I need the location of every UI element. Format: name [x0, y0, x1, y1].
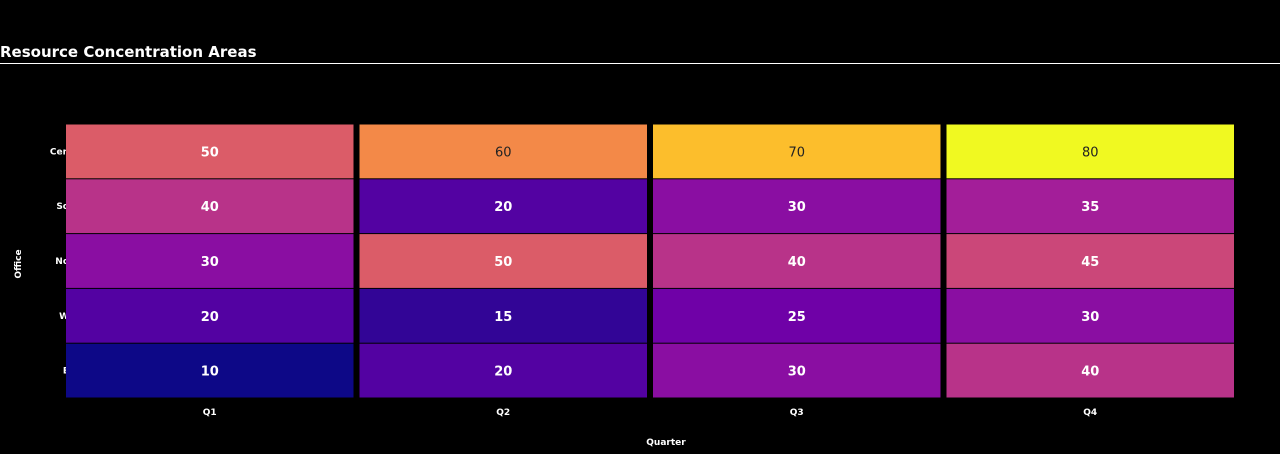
y-tick-label-4: E [63, 367, 69, 377]
cell-value-label-r2-c3: 45 [1081, 255, 1099, 270]
heatmap-cells: 50 60 70 80 40 20 30 35 30 50 40 45 20 15 25 30 10 20 30 40 [66, 124, 1234, 398]
x-tick-label-q4: Q4 [1083, 408, 1097, 418]
y-tick-label-3: W [59, 312, 69, 322]
cell-value-label-r4-c3: 40 [1081, 365, 1099, 380]
cell-value-label-r2-c0: 30 [201, 255, 219, 270]
heatmap-cell-r0-c0 [66, 124, 354, 179]
heatmap-cell-r4-c3 [946, 343, 1234, 398]
heatmap-cell-r2-c3 [946, 234, 1234, 288]
y-axis-ticks: Cen So No W E [50, 147, 69, 376]
x-tick-label-q3: Q3 [790, 408, 804, 418]
heatmap-cell-r1-c3 [946, 179, 1234, 234]
title-divider [0, 63, 1280, 64]
heatmap-cell-r3-c0 [66, 288, 354, 343]
cell-value-label-r0-c0: 50 [201, 145, 219, 160]
heatmap-cell-r2-c2 [653, 234, 941, 288]
y-axis-label: Office [14, 249, 24, 278]
heatmap-cell-r4-c1 [359, 343, 647, 398]
cell-value-label-r1-c1: 20 [494, 200, 512, 215]
heatmap-cell-r3-c3 [946, 288, 1234, 343]
cell-value-label-r4-c0: 10 [201, 365, 219, 380]
y-tick-label-1: So [56, 202, 69, 212]
chart-title: Resource Concentration Areas [0, 43, 257, 61]
cell-value-label-r3-c2: 25 [788, 310, 806, 325]
cell-value-label-r3-c0: 20 [201, 310, 219, 325]
x-axis-label: Quarter [646, 438, 686, 448]
heatmap-cell-r1-c1 [359, 179, 647, 234]
cell-value-label-r0-c3: 80 [1082, 145, 1099, 160]
cell-value-label-r3-c3: 30 [1081, 310, 1099, 325]
cell-value-label-r0-c1: 60 [495, 145, 512, 160]
cell-value-label-r2-c2: 40 [788, 255, 806, 270]
heatmap-cell-r0-c2 [653, 124, 941, 179]
heatmap-cell-r0-c1 [359, 124, 647, 179]
y-tick-label-0: Cen [50, 147, 69, 157]
x-tick-label-q2: Q2 [496, 408, 510, 418]
heatmap-cell-r4-c2 [653, 343, 941, 398]
heatmap-cell-r0-c3 [946, 124, 1234, 179]
cell-value-label-r4-c1: 20 [494, 365, 512, 380]
cell-value-label-r1-c2: 30 [788, 200, 806, 215]
cell-value-label-r1-c3: 35 [1081, 200, 1099, 215]
heatmap-cell-r2-c1 [359, 234, 647, 288]
heatmap-cell-r3-c2 [653, 288, 941, 343]
heatmap-cell-r2-c0 [66, 234, 354, 288]
heatmap-cell-r1-c0 [66, 179, 354, 234]
x-axis-ticks: Q1 Q2 Q3 Q4 [203, 408, 1097, 418]
cell-value-label-r1-c0: 40 [201, 200, 219, 215]
heatmap-cell-r1-c2 [653, 179, 941, 234]
y-tick-label-2: No [55, 257, 69, 267]
heatmap-cell-r3-c1 [359, 288, 647, 343]
heatmap-cell-r4-c0 [66, 343, 354, 398]
cell-value-label-r3-c1: 15 [494, 310, 512, 325]
x-tick-label-q1: Q1 [203, 408, 217, 418]
cell-value-label-r2-c1: 50 [494, 255, 512, 270]
cell-value-label-r0-c2: 70 [788, 145, 805, 160]
cell-value-label-r4-c2: 30 [788, 365, 806, 380]
